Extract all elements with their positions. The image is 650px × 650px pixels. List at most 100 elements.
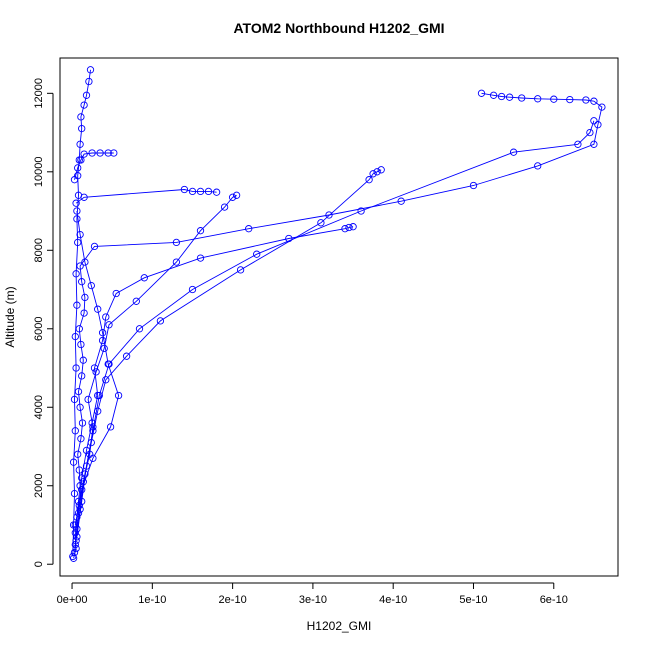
x-tick-label: 4e-10 — [379, 594, 407, 606]
data-point — [78, 124, 86, 133]
data-point — [574, 140, 582, 148]
data-point — [590, 97, 598, 105]
data-point — [253, 250, 261, 258]
series-9 — [71, 207, 123, 529]
data-point — [80, 150, 88, 158]
data-point — [71, 540, 79, 549]
data-point — [80, 101, 88, 109]
data-point — [204, 187, 213, 196]
data-point — [104, 360, 112, 368]
data-point — [106, 423, 115, 431]
data-point — [188, 285, 197, 294]
data-point — [377, 166, 385, 174]
data-point — [477, 89, 486, 97]
data-point — [87, 281, 95, 290]
series-line — [75, 189, 217, 204]
data-point — [349, 223, 357, 231]
data-point — [89, 454, 97, 462]
data-point — [365, 176, 373, 184]
data-point — [172, 258, 181, 266]
data-point — [586, 128, 594, 137]
data-point — [112, 289, 120, 298]
x-tick-label: 5e-10 — [459, 594, 487, 606]
series-group — [69, 66, 606, 562]
data-point — [140, 274, 148, 282]
data-point — [135, 325, 144, 333]
data-point — [72, 364, 80, 372]
data-point — [132, 297, 140, 305]
data-point — [78, 278, 86, 286]
y-tick-label: 2000 — [33, 474, 45, 498]
data-point — [90, 242, 99, 251]
data-point — [104, 149, 112, 157]
data-point — [78, 497, 86, 506]
data-point — [71, 529, 79, 537]
data-point — [114, 391, 123, 400]
y-tick-label: 8000 — [33, 238, 45, 262]
data-point — [598, 103, 606, 111]
x-axis: 0e+00 1e-10 2e-10 3e-10 4e-10 5e-10 6e-10 — [57, 582, 568, 606]
data-point — [105, 321, 113, 329]
data-point — [122, 352, 131, 360]
data-point — [70, 489, 79, 498]
data-point — [228, 193, 237, 201]
y-tick-label: 12000 — [33, 78, 45, 109]
data-point — [71, 427, 79, 435]
data-point — [73, 215, 81, 223]
y-axis-label: Altitude (m) — [3, 286, 17, 347]
data-point — [345, 223, 353, 232]
data-point — [71, 521, 79, 529]
data-point — [85, 77, 93, 86]
data-point — [89, 427, 97, 435]
x-tick-label: 3e-10 — [299, 594, 327, 606]
series-2 — [70, 223, 357, 557]
data-point — [74, 238, 82, 247]
data-point — [82, 91, 91, 99]
data-point — [196, 254, 205, 262]
data-point — [156, 317, 165, 325]
data-point — [76, 140, 84, 148]
data-point — [80, 309, 88, 317]
series-4 — [72, 166, 385, 545]
data-point — [74, 509, 83, 517]
data-point — [566, 95, 574, 104]
data-point — [172, 238, 181, 247]
data-point — [88, 149, 96, 157]
data-point — [196, 187, 205, 196]
y-tick-label: 10000 — [33, 157, 45, 188]
data-point — [590, 140, 598, 148]
data-point — [212, 188, 221, 196]
data-point — [505, 93, 514, 101]
data-point — [594, 121, 602, 129]
data-point — [78, 486, 86, 494]
data-point — [74, 450, 82, 458]
data-point — [72, 199, 80, 207]
data-point — [590, 117, 598, 125]
data-point — [69, 552, 77, 561]
series-line — [73, 92, 603, 559]
data-point — [469, 181, 478, 190]
data-point — [74, 164, 82, 172]
y-axis: 0 2000 4000 6000 8000 10000 12000 — [33, 78, 54, 567]
data-point — [77, 113, 85, 121]
x-tick-label: 6e-10 — [540, 594, 568, 606]
data-point — [397, 197, 405, 205]
data-point — [518, 94, 526, 102]
data-point — [70, 395, 79, 404]
series-8 — [72, 185, 221, 207]
data-point — [79, 356, 87, 364]
data-point — [325, 211, 333, 219]
data-point — [94, 305, 102, 313]
data-point — [77, 435, 85, 443]
data-point — [70, 176, 79, 184]
data-point — [188, 187, 197, 196]
data-point — [582, 96, 590, 104]
data-point — [357, 207, 365, 215]
data-point — [78, 419, 87, 427]
data-point — [80, 193, 88, 201]
data-point — [534, 95, 542, 103]
data-point — [77, 340, 85, 349]
chart-title: ATOM2 Northbound H1202_GMI — [233, 20, 444, 36]
series-line — [74, 152, 114, 180]
x-tick-label: 2e-10 — [219, 594, 247, 606]
